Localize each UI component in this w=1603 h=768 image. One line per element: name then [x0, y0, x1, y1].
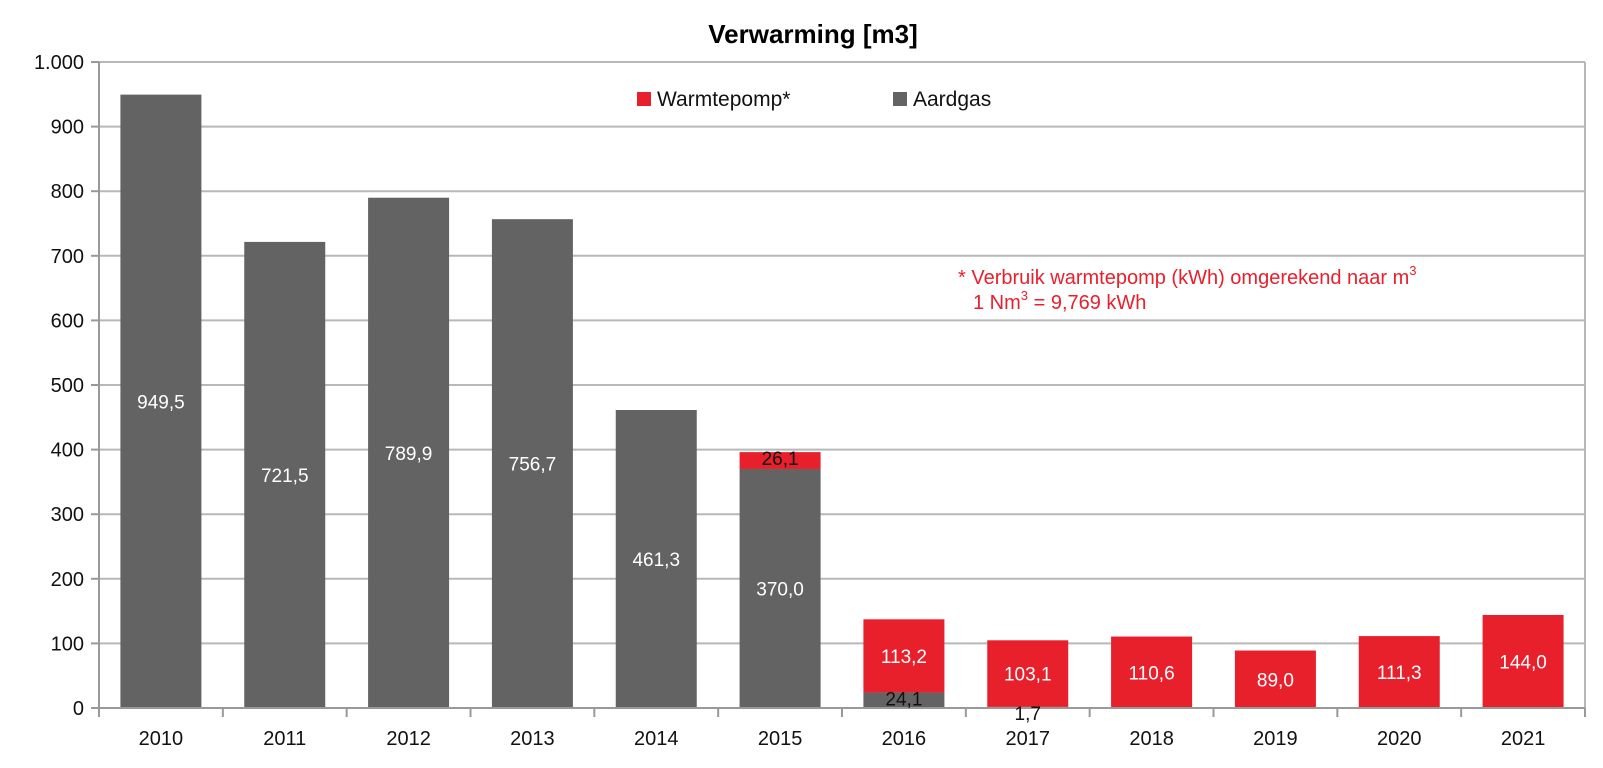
x-tick-label: 2016 — [882, 728, 927, 750]
data-label-aardgas-2011: 721,5 — [261, 466, 309, 487]
note-line-2-text: 1 Nm — [973, 292, 1021, 314]
bar-warmtepomp-2020 — [1358, 636, 1440, 708]
legend-swatch-aardgas — [893, 92, 907, 106]
bar-aardgas-2013 — [491, 219, 573, 708]
bar-warmtepomp-2019 — [1234, 650, 1316, 708]
data-label-warmtepomp-2020: 111,3 — [1377, 663, 1422, 684]
legend: Warmtepomp* Aardgas — [637, 88, 991, 111]
bar-aardgas-2016 — [863, 692, 945, 708]
x-tick-label: 2021 — [1501, 728, 1546, 750]
legend-label-warmtepomp: Warmtepomp* — [657, 88, 790, 111]
data-label-warmtepomp-2018: 110,6 — [1129, 663, 1175, 684]
note-line-1-text: * Verbruik warmtepomp (kWh) omgerekend n… — [958, 267, 1409, 289]
note-line-2-suffix: = 9,769 kWh — [1028, 292, 1146, 314]
x-tick-label: 2015 — [758, 728, 803, 750]
y-tick-label: 200 — [51, 569, 84, 591]
data-label-warmtepomp-2017: 103,1 — [1004, 665, 1052, 686]
x-tick-label: 2012 — [386, 728, 431, 750]
note-line-1: * Verbruik warmtepomp (kWh) omgerekend n… — [958, 263, 1417, 289]
data-label-warmtepomp-2015: 26,1 — [762, 449, 799, 470]
data-label-aardgas-2012: 789,9 — [385, 444, 433, 465]
legend-swatch-warmtepomp — [637, 92, 651, 106]
x-tick-label: 2013 — [510, 728, 555, 750]
bar-warmtepomp-2015 — [739, 452, 821, 469]
data-label-aardgas-2010: 949,5 — [137, 392, 185, 413]
bar-aardgas-2011 — [244, 241, 326, 708]
y-tick-label: 100 — [51, 633, 84, 655]
bar-aardgas-2014 — [615, 410, 697, 708]
bars — [120, 94, 1564, 709]
x-tick-label: 2020 — [1377, 728, 1422, 750]
data-label-aardgas-2016: 24,1 — [885, 689, 922, 710]
data-label-warmtepomp-2019: 89,0 — [1257, 670, 1294, 691]
x-tick-label: 2018 — [1129, 728, 1174, 750]
bar-aardgas-2010 — [120, 94, 202, 709]
data-label-aardgas-2017: 1,7 — [1015, 704, 1041, 725]
data-label-aardgas-2015: 370,0 — [756, 579, 804, 600]
axes: 0 100 200 300 400 500 600 700 800 900 1.000 2010 201… — [34, 52, 1586, 750]
y-tick-label: 600 — [51, 310, 84, 332]
bar-warmtepomp-2018 — [1111, 636, 1193, 708]
bar-aardgas-2012 — [368, 197, 450, 708]
data-labels: 949,5 721,5 789,9 756,7 461,3 370,0 24,1 1,7 26,… — [137, 392, 1547, 725]
y-tick-label: 1.000 — [34, 52, 84, 74]
x-tick-label: 2019 — [1253, 728, 1298, 750]
x-tick-label: 2017 — [1006, 728, 1051, 750]
note-line-2-superscript: 3 — [1021, 288, 1028, 303]
conversion-note: * Verbruik warmtepomp (kWh) omgerekend n… — [958, 263, 1417, 314]
data-label-aardgas-2014: 461,3 — [632, 550, 680, 571]
y-tick-label: 800 — [51, 181, 84, 203]
bar-warmtepomp-2017 — [987, 640, 1069, 707]
bar-warmtepomp-2016 — [863, 619, 945, 693]
y-tick-label: 500 — [51, 375, 84, 397]
x-tick-label: 2011 — [263, 728, 306, 750]
data-label-warmtepomp-2021: 144,0 — [1499, 652, 1547, 673]
data-label-aardgas-2013: 756,7 — [509, 455, 557, 476]
y-tick-label: 300 — [51, 504, 84, 526]
x-tick-label: 2014 — [634, 728, 679, 750]
gridlines — [99, 61, 1586, 708]
y-tick-label: 900 — [51, 117, 84, 139]
bar-warmtepomp-2021 — [1482, 614, 1564, 708]
y-tick-label: 0 — [73, 698, 84, 720]
note-line-2: 1 Nm3 = 9,769 kWh — [973, 288, 1146, 314]
legend-label-aardgas: Aardgas — [913, 88, 991, 111]
y-tick-label: 700 — [51, 246, 84, 268]
chart-title: Verwarming [m3] — [708, 19, 918, 49]
x-tick-label: 2010 — [139, 728, 184, 750]
y-tick-label: 400 — [51, 440, 84, 462]
bar-aardgas-2015 — [739, 468, 821, 708]
data-label-warmtepomp-2016: 113,2 — [881, 647, 927, 668]
note-line-1-superscript: 3 — [1409, 263, 1416, 278]
